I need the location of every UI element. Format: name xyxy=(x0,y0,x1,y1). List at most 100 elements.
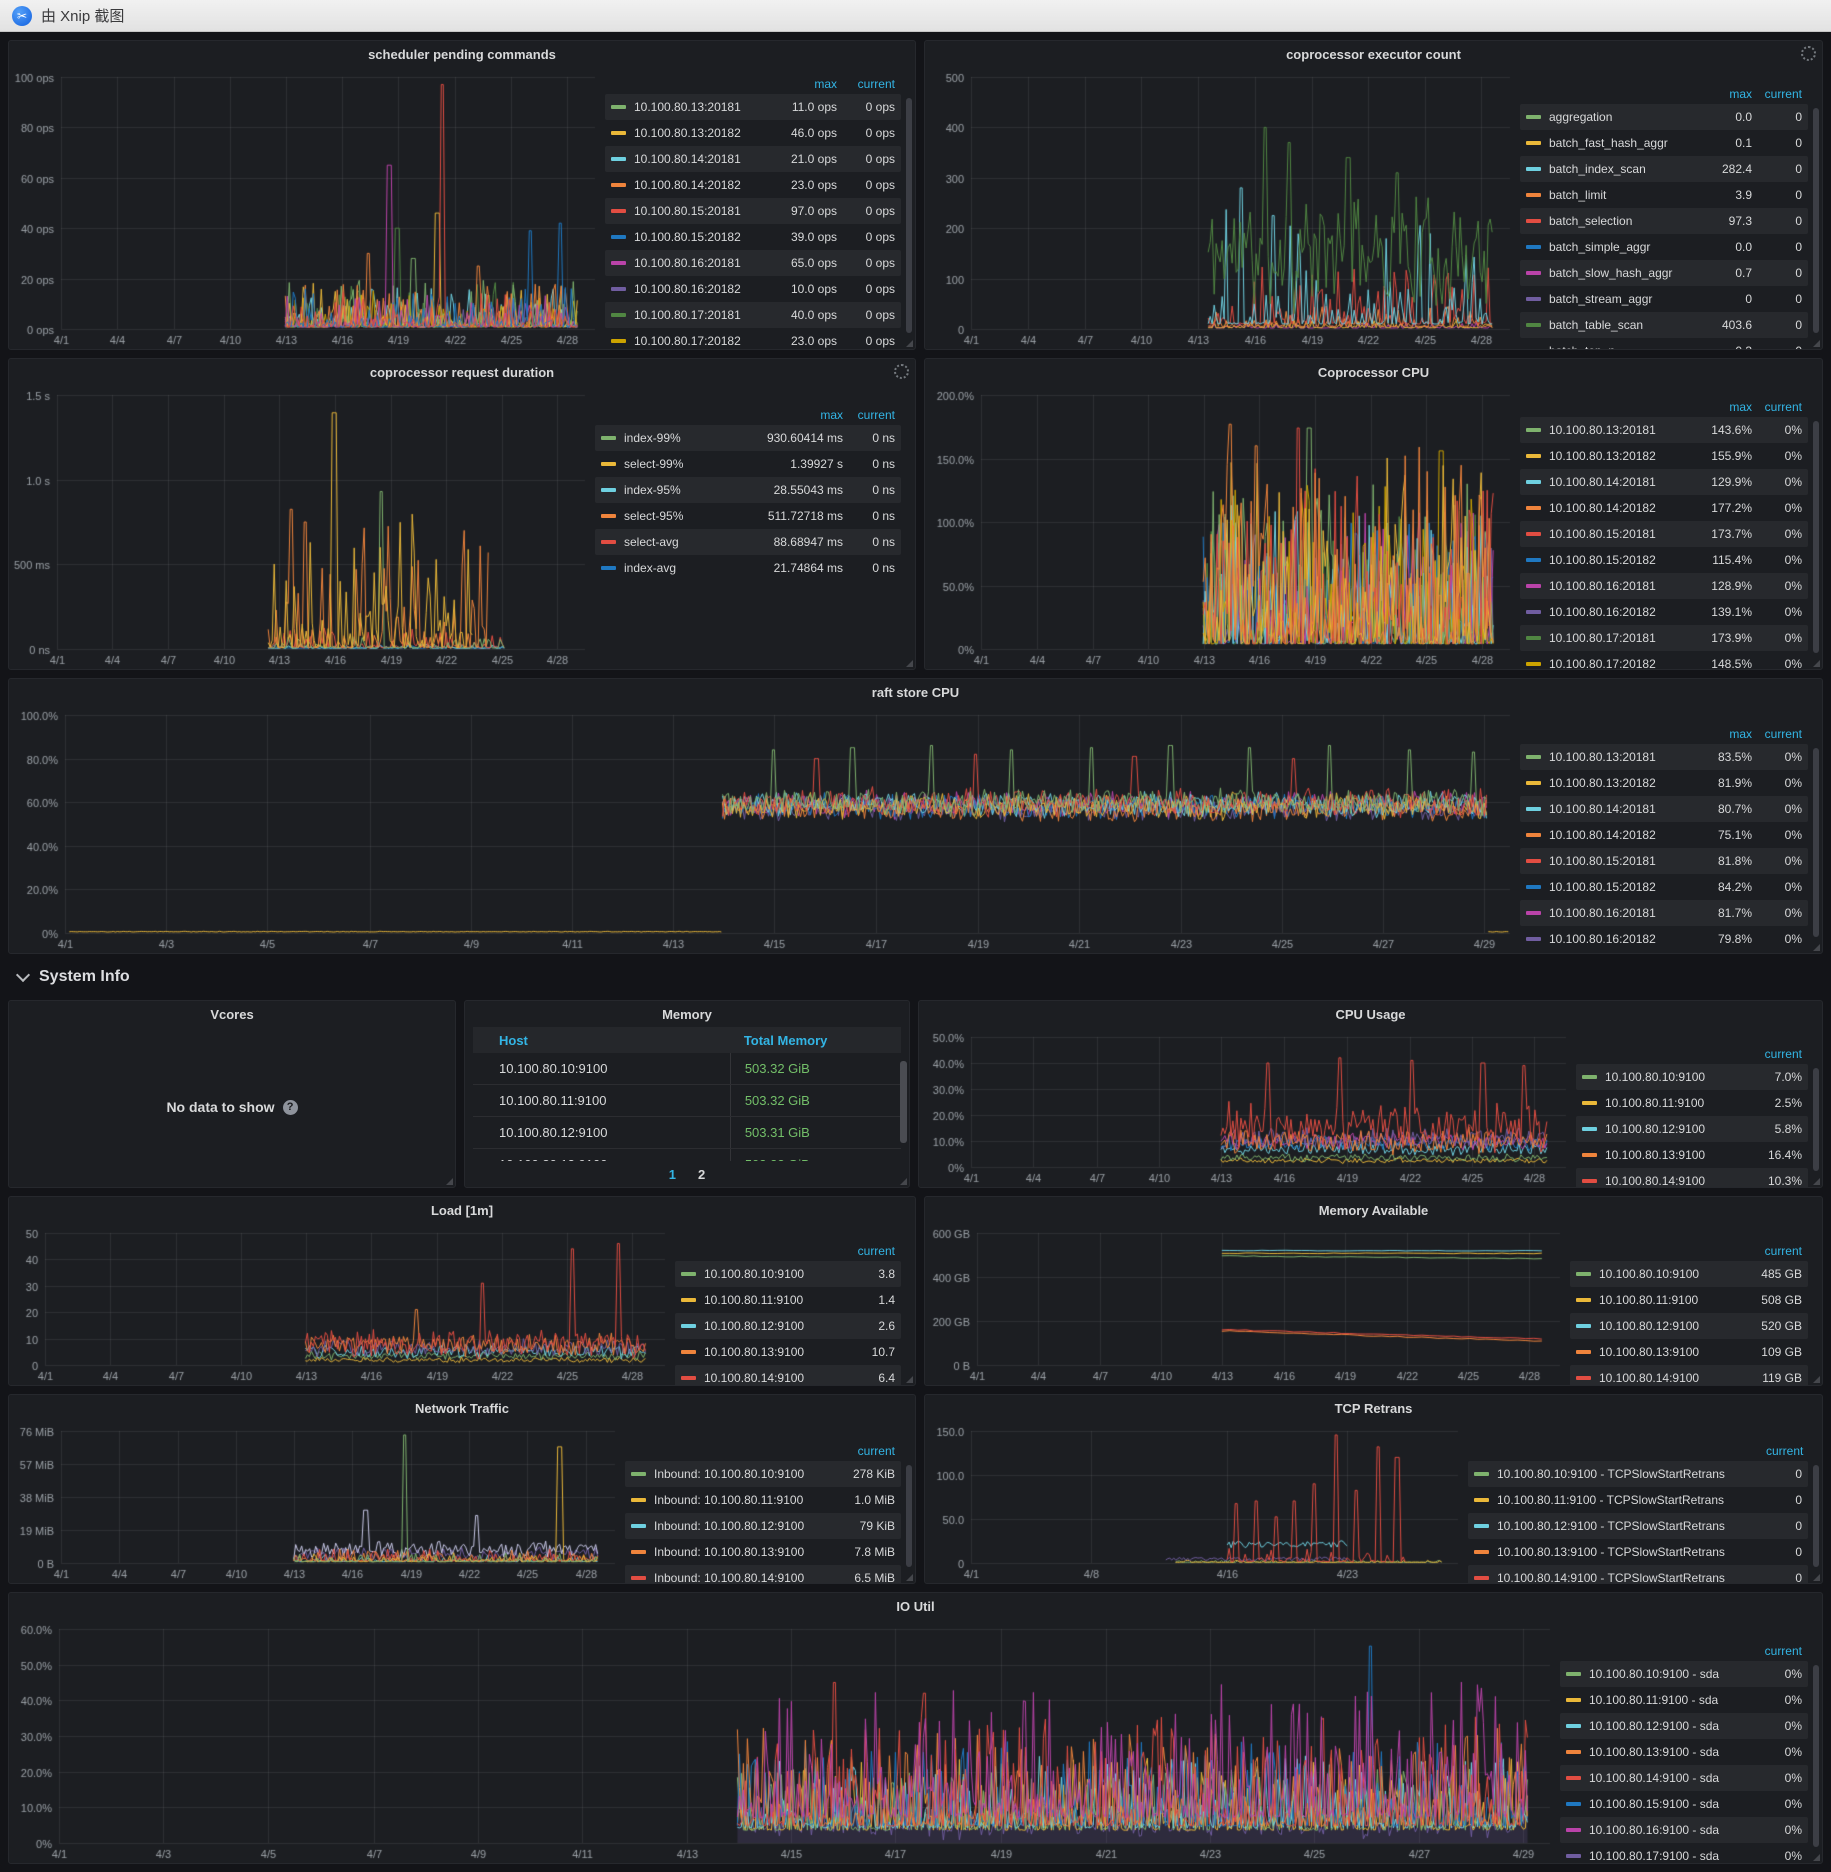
legend-series-label[interactable]: 10.100.80.13:20182 xyxy=(634,126,741,140)
legend-series-label[interactable]: 10.100.80.16:20182 xyxy=(1549,605,1656,619)
legend-series-label[interactable]: batch_selection xyxy=(1549,214,1633,228)
panel-title[interactable]: raft store CPU xyxy=(871,684,960,700)
legend-series-label[interactable]: batch_limit xyxy=(1549,188,1607,202)
legend-series-label[interactable]: 10.100.80.11:9100 xyxy=(1605,1096,1705,1110)
legend-series-label[interactable]: 10.100.80.15:20181 xyxy=(1549,854,1656,868)
legend-header-max[interactable]: max xyxy=(1729,87,1752,101)
executor-chart[interactable] xyxy=(925,67,1520,349)
legend-header-current[interactable]: current xyxy=(1764,1047,1802,1061)
legend-series-label[interactable]: 10.100.80.14:9100 - sda xyxy=(1589,1771,1720,1785)
legend-series-label[interactable]: 10.100.80.15:9100 - sda xyxy=(1589,1797,1720,1811)
section-system-info[interactable]: System Info xyxy=(8,962,1823,992)
legend-series-label[interactable]: 10.100.80.11:9100 - sda xyxy=(1589,1693,1719,1707)
legend-series-label[interactable]: 10.100.80.14:20182 xyxy=(1549,828,1656,842)
panel-title[interactable]: coprocessor executor count xyxy=(1286,46,1461,62)
legend-scrollbar[interactable] xyxy=(1813,1465,1819,1567)
panel-title[interactable]: Coprocessor CPU xyxy=(1317,364,1430,380)
legend-header-current[interactable]: current xyxy=(1766,1444,1804,1458)
memory-available-chart[interactable] xyxy=(925,1223,1570,1385)
legend-series-label[interactable]: batch_simple_aggr xyxy=(1549,240,1651,254)
legend-header-current[interactable]: current xyxy=(1764,400,1802,414)
legend-series-label[interactable]: 10.100.80.12:9100 xyxy=(1605,1122,1706,1136)
legend-series-label[interactable]: 10.100.80.14:20182 xyxy=(634,178,741,192)
legend-series-label[interactable]: 10.100.80.13:9100 xyxy=(1605,1148,1706,1162)
legend-series-label[interactable]: 10.100.80.13:9100 xyxy=(1599,1345,1700,1359)
legend-series-label[interactable]: 10.100.80.11:9100 xyxy=(704,1293,804,1307)
legend-series-label[interactable]: 10.100.80.16:20181 xyxy=(634,256,741,270)
legend-series-label[interactable]: 10.100.80.14:9100 xyxy=(1605,1174,1706,1188)
legend-header-max[interactable]: max xyxy=(814,77,837,91)
legend-series-label[interactable]: Inbound: 10.100.80.14:9100 xyxy=(654,1571,805,1584)
legend-series-label[interactable]: 10.100.80.10:9100 xyxy=(1605,1070,1706,1084)
legend-series-label[interactable]: 10.100.80.11:9100 xyxy=(1599,1293,1699,1307)
panel-title[interactable]: IO Util xyxy=(896,1598,935,1614)
legend-series-label[interactable]: Inbound: 10.100.80.10:9100 xyxy=(654,1467,805,1481)
legend-series-label[interactable]: select-95% xyxy=(624,509,684,523)
legend-header-current[interactable]: current xyxy=(1764,1644,1802,1658)
legend-scrollbar[interactable] xyxy=(1813,1665,1819,1847)
legend-series-label[interactable]: 10.100.80.17:20182 xyxy=(1549,657,1656,670)
legend-series-label[interactable]: 10.100.80.14:9100 - TCPSlowStartRetrans xyxy=(1497,1571,1725,1584)
legend-series-label[interactable]: 10.100.80.16:9100 - sda xyxy=(1589,1823,1720,1837)
legend-series-label[interactable]: Inbound: 10.100.80.12:9100 xyxy=(654,1519,805,1533)
legend-series-label[interactable]: 10.100.80.17:20181 xyxy=(1549,631,1656,645)
panel-title[interactable]: scheduler pending commands xyxy=(368,46,556,62)
legend-header-max[interactable]: max xyxy=(1729,727,1752,741)
help-question-icon[interactable]: ? xyxy=(282,1099,298,1115)
legend-scrollbar[interactable] xyxy=(906,98,912,333)
legend-series-label[interactable]: 10.100.80.13:20181 xyxy=(634,100,741,114)
legend-series-label[interactable]: 10.100.80.13:20182 xyxy=(1549,449,1656,463)
legend-series-label[interactable]: 10.100.80.11:9100 - TCPSlowStartRetrans xyxy=(1497,1493,1725,1507)
legend-series-label[interactable]: 10.100.80.12:9100 xyxy=(704,1319,805,1333)
legend-header-current[interactable]: current xyxy=(1764,87,1802,101)
legend-series-label[interactable]: 10.100.80.15:20182 xyxy=(1549,553,1656,567)
legend-header-max[interactable]: max xyxy=(1729,400,1752,414)
legend-series-label[interactable]: 10.100.80.10:9100 xyxy=(704,1267,805,1281)
legend-series-label[interactable]: 10.100.80.17:20182 xyxy=(634,334,741,348)
legend-series-label[interactable]: 10.100.80.13:9100 - TCPSlowStartRetrans xyxy=(1497,1545,1725,1559)
panel-title[interactable]: CPU Usage xyxy=(1335,1006,1406,1022)
legend-series-label[interactable]: 10.100.80.10:9100 xyxy=(1599,1267,1700,1281)
cpu-usage-chart[interactable] xyxy=(919,1027,1576,1187)
legend-series-label[interactable]: 10.100.80.16:20181 xyxy=(1549,579,1656,593)
table-scrollbar[interactable] xyxy=(900,1061,907,1143)
page-button-2[interactable]: 2 xyxy=(698,1166,706,1182)
legend-series-label[interactable]: batch_slow_hash_aggr xyxy=(1549,266,1673,280)
page-button-1[interactable]: 1 xyxy=(668,1166,676,1182)
legend-series-label[interactable]: batch_fast_hash_aggr xyxy=(1549,136,1668,150)
legend-series-label[interactable]: 10.100.80.10:9100 - TCPSlowStartRetrans xyxy=(1497,1467,1725,1481)
legend-series-label[interactable]: 10.100.80.17:20181 xyxy=(634,308,741,322)
legend-series-label[interactable]: index-95% xyxy=(624,483,681,497)
legend-header-current[interactable]: current xyxy=(1764,1244,1802,1258)
legend-series-label[interactable]: 10.100.80.17:9100 - sda xyxy=(1589,1849,1720,1863)
legend-header-current[interactable]: current xyxy=(1764,727,1802,741)
legend-series-label[interactable]: aggregation xyxy=(1549,110,1613,124)
legend-series-label[interactable]: 10.100.80.16:20181 xyxy=(1549,906,1656,920)
panel-title[interactable]: coprocessor request duration xyxy=(369,364,555,380)
panel-title[interactable]: Network Traffic xyxy=(415,1400,509,1416)
legend-scrollbar[interactable] xyxy=(1813,748,1819,937)
legend-series-label[interactable]: 10.100.80.16:20182 xyxy=(634,282,741,296)
duration-chart[interactable] xyxy=(9,385,595,669)
legend-scrollbar[interactable] xyxy=(1813,421,1819,653)
panel-title[interactable]: Memory xyxy=(662,1006,712,1022)
raft-store-cpu-chart[interactable] xyxy=(9,705,1520,953)
legend-series-label[interactable]: 10.100.80.12:9100 xyxy=(1599,1319,1700,1333)
tcp-retrans-chart[interactable] xyxy=(925,1421,1468,1583)
legend-series-label[interactable]: 10.100.80.14:9100 xyxy=(1599,1371,1700,1385)
legend-series-label[interactable]: Inbound: 10.100.80.11:9100 xyxy=(654,1493,804,1507)
column-header-host[interactable]: Host xyxy=(499,1032,528,1048)
legend-series-label[interactable]: 10.100.80.12:9100 - TCPSlowStartRetrans xyxy=(1497,1519,1725,1533)
legend-series-label[interactable]: index-avg xyxy=(624,561,677,575)
legend-series-label[interactable]: 10.100.80.14:9100 xyxy=(704,1371,805,1385)
legend-series-label[interactable]: 10.100.80.13:9100 - sda xyxy=(1589,1745,1720,1759)
legend-series-label[interactable]: index-99% xyxy=(624,431,681,445)
scheduler-chart[interactable] xyxy=(9,67,605,349)
legend-series-label[interactable]: batch_stream_aggr xyxy=(1549,292,1653,306)
legend-header-current[interactable]: current xyxy=(857,1444,895,1458)
legend-header-current[interactable]: current xyxy=(857,408,895,422)
legend-scrollbar[interactable] xyxy=(1813,108,1819,333)
panel-title[interactable]: TCP Retrans xyxy=(1334,1400,1413,1416)
legend-series-label[interactable]: 10.100.80.13:20182 xyxy=(1549,776,1656,790)
legend-series-label[interactable]: 10.100.80.12:9100 - sda xyxy=(1589,1719,1720,1733)
